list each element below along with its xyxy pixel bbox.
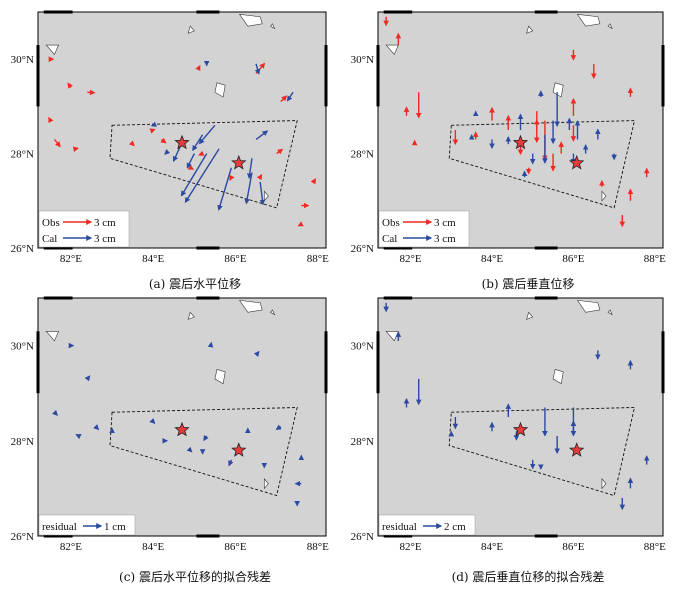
map-frame <box>378 298 663 536</box>
lat-tick-label: 30°N <box>351 341 374 353</box>
lat-tick-label: 26°N <box>11 531 34 543</box>
lon-tick-label: 82°E <box>60 253 82 265</box>
lon-tick-label: 88°E <box>644 253 666 265</box>
displacement-vector <box>190 450 191 451</box>
lat-tick-label: 30°N <box>11 341 34 353</box>
lon-tick-label: 84°E <box>481 253 503 265</box>
map-panel-b: 82°E 84°E 86°E 88°E 30°N 28°N 26°N Obs 3 cm Cal 3 … <box>351 12 667 265</box>
lat-tick-label: 28°N <box>351 149 374 161</box>
lon-tick-label: 86°E <box>224 541 246 553</box>
map-panel-d: 82°E 84°E 86°E 88°E 30°N 28°N 26°N residual 2 cm <box>351 298 667 553</box>
figure: 82°E 84°E 86°E 88°E 30°N 28°N 26°N Obs 3 cm Cal 3 … <box>0 0 681 591</box>
lon-tick-label: 86°E <box>224 253 246 265</box>
displacement-vector <box>153 422 154 423</box>
lat-tick-label: 28°N <box>11 436 34 448</box>
legend-label: residual <box>42 521 77 533</box>
displacement-vector <box>211 343 212 346</box>
legend-value: 2 cm <box>444 521 466 533</box>
map-frame <box>38 298 326 536</box>
displacement-vector <box>133 144 134 145</box>
displacement-vector <box>152 125 153 126</box>
caption-b: (b) 震后垂直位移 <box>378 275 678 292</box>
lon-tick-label: 82°E <box>400 541 422 553</box>
legend-value: 3 cm <box>434 233 456 245</box>
legend-value: 3 cm <box>94 233 116 245</box>
legend-label: Cal <box>382 233 397 245</box>
caption-d: (d) 震后垂直位移的拟合残差 <box>378 568 678 585</box>
lon-tick-label: 88°E <box>307 541 329 553</box>
lon-tick-label: 84°E <box>142 541 164 553</box>
lat-tick-label: 26°N <box>351 531 374 543</box>
map-panel-c: 82°E 84°E 86°E 88°E 30°N 28°N 26°N residual 1 cm <box>11 298 329 553</box>
lat-tick-label: 28°N <box>351 436 374 448</box>
caption-c: (c) 震后水平位移的拟合残差 <box>45 568 345 585</box>
map-panel-a: 82°E 84°E 86°E 88°E 30°N 28°N 26°N Obs 3 cm Cal 3 … <box>11 12 329 265</box>
legend-value: 3 cm <box>94 217 116 229</box>
displacement-vector <box>165 154 166 155</box>
legend-value: 1 cm <box>104 521 126 533</box>
lon-tick-label: 88°E <box>644 541 666 553</box>
displacement-vector <box>87 92 94 93</box>
displacement-vector <box>153 129 154 130</box>
lon-tick-label: 84°E <box>142 253 164 265</box>
legend-label: Obs <box>42 217 60 229</box>
lat-tick-label: 30°N <box>351 54 374 66</box>
lon-tick-label: 82°E <box>400 253 422 265</box>
legend-value: 3 cm <box>434 217 456 229</box>
lat-tick-label: 28°N <box>11 149 34 161</box>
legend-label: residual <box>382 521 417 533</box>
lat-tick-label: 26°N <box>351 243 374 255</box>
lat-tick-label: 30°N <box>11 54 34 66</box>
lat-tick-label: 26°N <box>11 243 34 255</box>
lon-tick-label: 86°E <box>562 253 584 265</box>
lon-tick-label: 86°E <box>562 541 584 553</box>
lon-tick-label: 84°E <box>481 541 503 553</box>
displacement-vector <box>75 148 78 149</box>
caption-a: (a) 震后水平位移 <box>45 275 345 292</box>
legend-label: Cal <box>42 233 57 245</box>
lon-tick-label: 88°E <box>307 253 329 265</box>
lon-tick-label: 82°E <box>60 541 82 553</box>
legend-label: Obs <box>382 217 400 229</box>
